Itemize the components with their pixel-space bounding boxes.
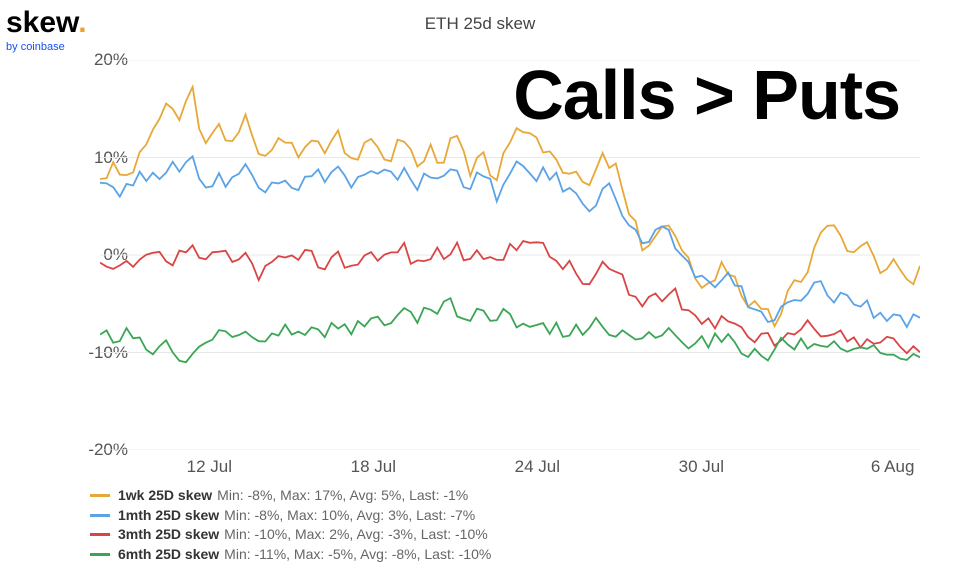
chart-svg [100, 60, 920, 450]
legend-swatch [90, 494, 110, 497]
legend-series-name: 6mth 25D skew [118, 545, 219, 565]
legend-swatch [90, 533, 110, 536]
logo-by: by coinbase [6, 41, 65, 53]
legend-swatch [90, 514, 110, 517]
legend-item: 3mth 25D skewMin: -10%, Max: 2%, Avg: -3… [90, 525, 491, 545]
legend-series-stats: Min: -10%, Max: 2%, Avg: -3%, Last: -10% [224, 525, 488, 545]
legend-series-name: 1wk 25D skew [118, 486, 212, 506]
legend-series-name: 3mth 25D skew [118, 525, 219, 545]
legend-swatch [90, 553, 110, 556]
legend-item: 1mth 25D skewMin: -8%, Max: 10%, Avg: 3%… [90, 506, 491, 526]
legend-item: 6mth 25D skewMin: -11%, Max: -5%, Avg: -… [90, 545, 491, 565]
legend: 1wk 25D skewMin: -8%, Max: 17%, Avg: 5%,… [90, 486, 491, 564]
x-axis-tick: 18 Jul [351, 457, 396, 477]
series-line [100, 156, 920, 327]
legend-item: 1wk 25D skewMin: -8%, Max: 17%, Avg: 5%,… [90, 486, 491, 506]
x-axis-tick: 6 Aug [871, 457, 915, 477]
legend-series-stats: Min: -8%, Max: 17%, Avg: 5%, Last: -1% [217, 486, 468, 506]
chart-plot-area [100, 60, 920, 450]
legend-series-stats: Min: -8%, Max: 10%, Avg: 3%, Last: -7% [224, 506, 475, 526]
series-line [100, 87, 920, 326]
legend-series-stats: Min: -11%, Max: -5%, Avg: -8%, Last: -10… [224, 545, 491, 565]
x-axis-tick: 24 Jul [515, 457, 560, 477]
legend-series-name: 1mth 25D skew [118, 506, 219, 526]
series-line [100, 241, 920, 353]
x-axis-tick: 30 Jul [679, 457, 724, 477]
chart-title: ETH 25d skew [0, 14, 960, 34]
x-axis-tick: 12 Jul [187, 457, 232, 477]
